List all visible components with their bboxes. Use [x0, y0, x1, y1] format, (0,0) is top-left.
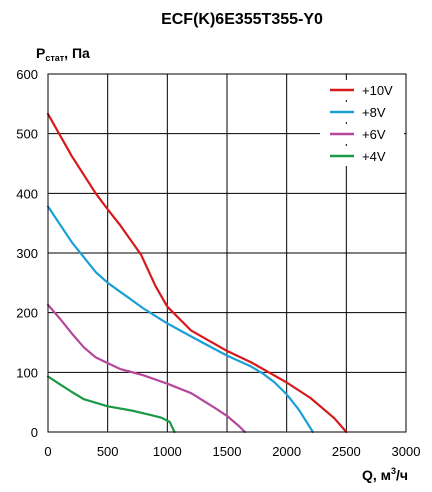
x-tick-labels: 0 500 1000 1500 2000 2500 3000 — [44, 444, 420, 459]
y-tick-label: 0 — [31, 425, 38, 440]
legend-bg — [320, 102, 404, 122]
y-tick-label: 300 — [16, 246, 38, 261]
x-axis-label: Q, м3/ч — [362, 466, 408, 483]
y-tick-label: 600 — [16, 67, 38, 82]
y-tick-label: 100 — [16, 365, 38, 380]
y-tick-labels: 0 100 200 300 400 500 600 — [16, 67, 38, 440]
series-line-8Vv — [46, 205, 314, 434]
x-tick-label: 500 — [97, 444, 119, 459]
x-tick-label: 1500 — [213, 444, 242, 459]
x-tick-label: 2500 — [332, 444, 361, 459]
legend-label: +10V — [362, 83, 393, 98]
chart-title: ECF(K)6E355T355-Y0 — [161, 11, 323, 28]
y-tick-label: 200 — [16, 306, 38, 321]
y-tick-label: 500 — [16, 127, 38, 142]
series-line-4Vv — [46, 375, 176, 434]
legend-bg — [320, 124, 404, 144]
y-tick-label: 400 — [16, 186, 38, 201]
legend: +10V +8V +6V +4V — [320, 80, 404, 166]
legend-label: +6V — [362, 127, 386, 142]
legend-bg — [320, 146, 404, 166]
plot-frame — [47, 73, 407, 433]
series-line-10Vv — [46, 112, 348, 434]
legend-label: +8V — [362, 105, 386, 120]
x-tick-label: 3000 — [392, 444, 421, 459]
series-line-6Vv — [46, 303, 246, 434]
x-tick-label: 2000 — [272, 444, 301, 459]
x-tick-label: 0 — [44, 444, 51, 459]
y-axis-label: Pстат, Па — [36, 45, 90, 63]
x-tick-label: 1000 — [153, 444, 182, 459]
legend-label: +4V — [362, 149, 386, 164]
legend-bg — [320, 80, 404, 100]
plot-lines — [46, 112, 348, 434]
